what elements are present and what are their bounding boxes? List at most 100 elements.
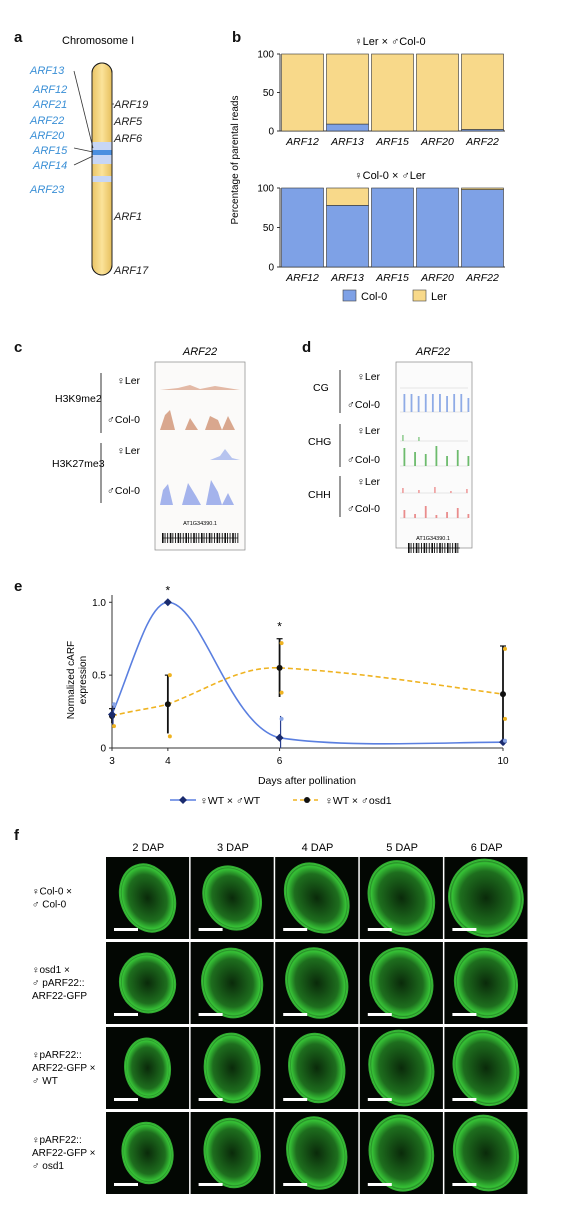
cross-row-label: ♂ WT [32,1076,58,1087]
ovule-image [453,1030,519,1106]
gene-label: ARF19 [113,99,148,111]
panel-c-label: c [14,339,22,356]
blue-gene-labels: ARF13 ARF12 ARF21 ARF22 ARF20 ARF15 ARF1… [29,65,68,196]
exon-mark [426,543,428,553]
exon-mark [452,543,454,553]
exon-mark [188,533,189,543]
exon-mark [428,543,430,553]
exon-mark [415,543,418,553]
track-label: ♀Ler [357,371,381,383]
exon-mark [423,543,426,553]
dap-column-header: 2 DAP [132,842,164,854]
methylation-tick [446,396,448,412]
h3k9me2-ler-track [160,385,240,390]
significance-star: * [277,619,282,633]
h3k9me2-col0-track [160,410,240,430]
ovule-image [204,1118,260,1188]
ovule-outline [452,1114,519,1192]
ovule-image [204,1033,260,1103]
ovule-image [287,1117,347,1189]
significance-star: * [166,583,171,597]
marker-osd1 [164,701,171,708]
chromosome-outline [91,62,113,276]
legend-label-osd1: ♀WT × ♂osd1 [325,795,392,807]
exon-mark [454,543,457,553]
exon-mark [224,533,226,543]
arf-cluster-band [92,150,112,155]
methylation-tick [456,450,459,466]
track-label: ♂Col-0 [347,503,380,515]
scale-bar [114,1013,138,1016]
exon-mark [418,543,420,553]
exon-mark [164,533,166,543]
gene-label: ARF14 [32,160,67,172]
bar-chart-1-title: ♀Ler × ♂Col-0 [354,36,425,48]
gene-label: ARF1 [113,211,142,223]
exon-mark [193,533,195,543]
methylation-tracks [400,387,470,519]
methylation-tick [439,394,441,412]
ovule-image [368,861,435,935]
methylation-tick [403,448,406,466]
ovule-image [449,859,523,937]
cross-row-label: ♀pARF22:: [32,1135,82,1146]
category-label: ARF22 [465,272,499,284]
y-tick-label: 50 [263,223,275,234]
replicate-dot [279,716,284,721]
category-label: ARF13 [330,272,364,284]
y-tick-label: 0 [268,127,274,138]
ovule-outline [286,1116,348,1190]
exon-mark [421,543,422,553]
ovule-outline [288,1032,346,1104]
cross-row-label: ARF22-GFP × [32,1063,96,1074]
exon-mark [216,533,219,543]
legend-label-col0: Col-0 [361,291,387,303]
y-tick-label: 100 [257,184,274,195]
gene-connectors [73,70,114,166]
exon-mark [410,543,412,553]
legend-marker-wt [179,796,187,804]
exon-mark [237,533,239,543]
track-label: ♂Col-0 [107,485,140,497]
track-label: ♂Col-0 [347,454,380,466]
panel-f-label: f [14,827,20,844]
bar-ler [416,53,459,132]
ovule-image [202,948,263,1018]
ovule-image [125,1038,171,1098]
line-chart: 0 0.5 1.0 3 4 6 10 * * [92,583,509,767]
cross-row-label: ♀pARF22:: [32,1050,82,1061]
exon-mark [203,533,205,543]
mark-label-h3k9me2: H3K9me2 [55,393,102,405]
bar-ler [461,187,504,190]
exon-mark [177,533,180,543]
ovule-outline [369,947,434,1019]
scale-bar [367,928,392,931]
scale-bar [283,1013,308,1016]
y-tick-label: 0 [268,263,274,274]
exon-mark [229,533,231,543]
gene-label: ARF5 [113,116,143,128]
track-label: ♀Ler [357,476,381,488]
panel-d-label: d [302,339,311,356]
exon-mark [413,543,415,553]
dap-column-header: 6 DAP [471,842,503,854]
legend-label-ler: Ler [431,291,447,303]
exon-mark [190,533,192,543]
track-label: ♀Ler [117,375,141,387]
bar-chart-1: 0 50 100 ARF12 ARF13 ARF15 ARF20 ARF22 [257,50,505,148]
scale-bar [367,1183,392,1186]
y-tick-label: 0 [100,744,106,755]
series-line-osd1 [111,667,504,717]
bar-chart-2-title: ♀Col-0 × ♂Ler [354,170,426,182]
exon-mark [208,533,211,543]
bar-ler [461,53,504,130]
gene-label: ARF21 [32,99,67,111]
gene-model-c [162,533,239,543]
scale-bar [452,1013,477,1016]
dap-column-header: 3 DAP [217,842,249,854]
exon-mark [167,533,169,543]
exon-mark [211,533,213,543]
ovule-outline [118,863,177,933]
